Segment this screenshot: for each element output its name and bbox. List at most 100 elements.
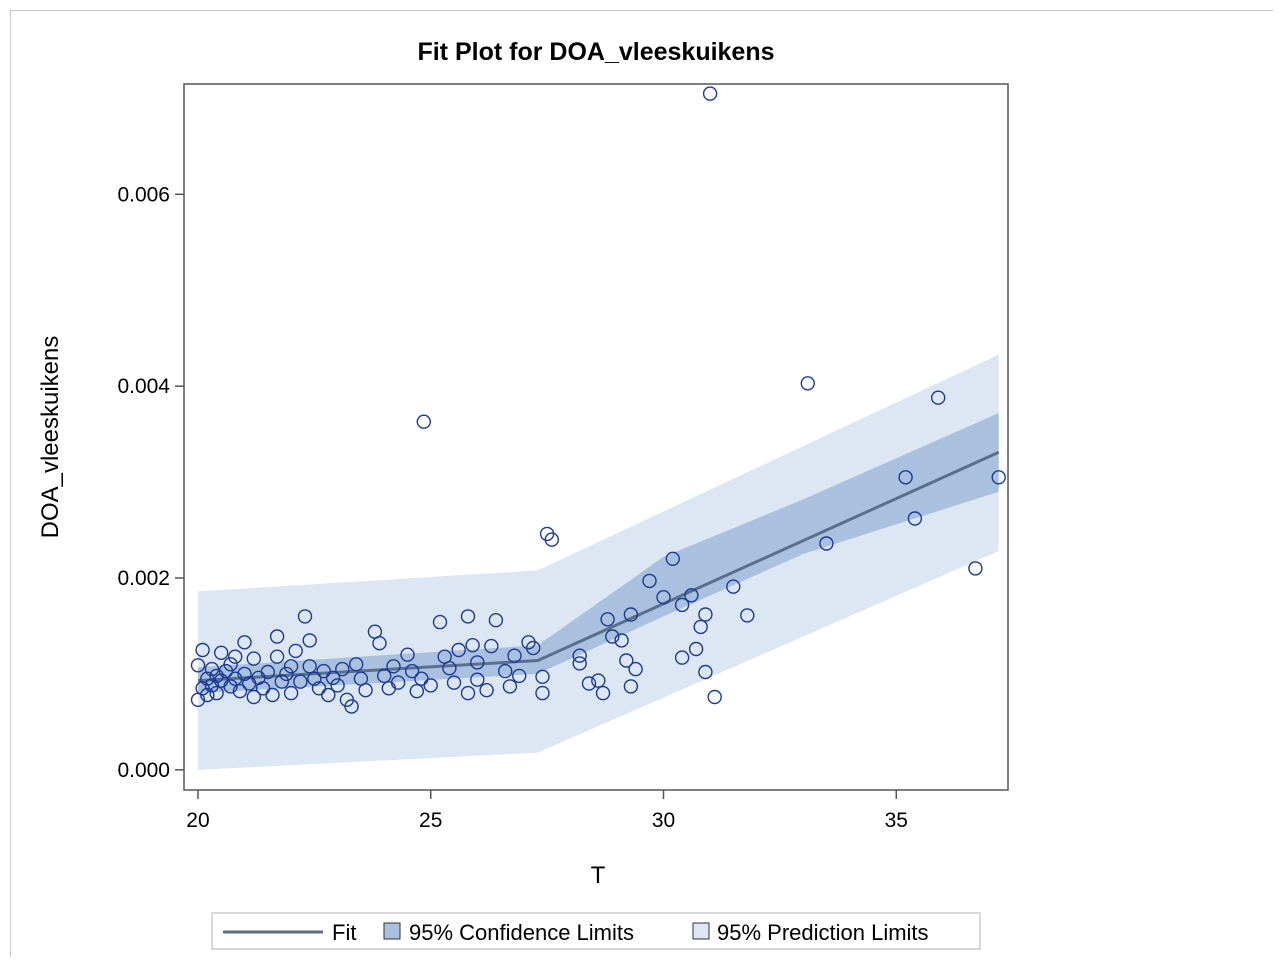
plot-border bbox=[183, 83, 1009, 791]
data-point bbox=[572, 656, 587, 671]
data-point bbox=[479, 683, 494, 698]
data-point bbox=[325, 670, 341, 685]
data-point bbox=[302, 659, 317, 674]
data-point bbox=[246, 651, 262, 666]
data-point bbox=[642, 573, 657, 589]
data-point bbox=[349, 657, 364, 672]
data-point bbox=[460, 685, 476, 701]
data-point bbox=[535, 685, 550, 701]
data-point bbox=[665, 551, 680, 566]
data-point bbox=[209, 668, 224, 684]
data-point bbox=[535, 669, 550, 684]
data-point bbox=[237, 635, 252, 650]
prediction-band bbox=[198, 354, 999, 770]
data-point bbox=[968, 561, 983, 576]
data-point bbox=[465, 638, 480, 653]
data-point bbox=[386, 659, 401, 674]
data-point bbox=[619, 653, 634, 668]
x-axis-label: T bbox=[591, 862, 606, 889]
data-point bbox=[674, 597, 690, 613]
data-point bbox=[311, 681, 327, 696]
data-point bbox=[227, 649, 243, 664]
data-point bbox=[190, 658, 206, 673]
data-point bbox=[907, 511, 923, 526]
data-point bbox=[460, 609, 476, 624]
data-point bbox=[674, 650, 690, 665]
data-point bbox=[991, 470, 1006, 485]
data-point bbox=[283, 659, 299, 674]
data-point bbox=[446, 675, 462, 690]
data-point bbox=[288, 643, 303, 659]
data-point bbox=[344, 699, 359, 714]
data-point bbox=[400, 647, 415, 662]
data-point bbox=[451, 642, 466, 658]
plot-area bbox=[183, 83, 1009, 791]
data-point bbox=[539, 526, 555, 542]
data-point bbox=[423, 678, 438, 693]
data-point bbox=[237, 666, 252, 682]
confidence-band bbox=[198, 413, 999, 694]
data-point bbox=[898, 470, 913, 485]
data-point bbox=[409, 684, 424, 699]
y-tick-label: 0.002 bbox=[117, 567, 170, 590]
data-point bbox=[302, 633, 317, 648]
data-point bbox=[372, 636, 387, 651]
data-point bbox=[321, 687, 336, 703]
data-point bbox=[544, 532, 559, 547]
y-axis-label: DOA_vleeskuikens bbox=[37, 336, 64, 539]
data-point bbox=[223, 657, 238, 672]
data-point bbox=[819, 536, 834, 551]
y-tick-label: 0.000 bbox=[117, 759, 170, 782]
x-tick-label: 30 bbox=[652, 809, 675, 832]
data-point bbox=[255, 681, 271, 696]
data-point bbox=[698, 607, 713, 622]
data-point bbox=[377, 668, 392, 684]
y-axis: 0.000 0.002 0.004 0.006 bbox=[117, 183, 184, 782]
data-point bbox=[390, 675, 406, 690]
data-point bbox=[581, 676, 597, 691]
data-point bbox=[572, 648, 587, 663]
data-point bbox=[265, 687, 280, 703]
data-point bbox=[223, 679, 238, 694]
data-point bbox=[269, 649, 285, 664]
data-point bbox=[591, 673, 606, 688]
data-point bbox=[416, 414, 431, 429]
data-point bbox=[335, 661, 350, 677]
x-tick-label: 20 bbox=[186, 809, 209, 832]
legend-prediction-label: 95% Prediction Limits bbox=[717, 920, 929, 945]
data-point bbox=[507, 648, 522, 663]
data-point bbox=[442, 661, 457, 676]
data-point bbox=[628, 661, 643, 677]
data-point bbox=[656, 590, 671, 605]
data-point bbox=[260, 664, 275, 680]
data-point bbox=[232, 684, 248, 699]
data-point bbox=[684, 588, 699, 603]
data-point bbox=[693, 619, 708, 635]
data-point bbox=[307, 671, 322, 686]
data-point bbox=[200, 687, 215, 703]
data-point bbox=[623, 679, 639, 694]
data-point bbox=[498, 663, 513, 679]
data-point bbox=[274, 674, 289, 689]
data-point bbox=[414, 671, 429, 686]
y-tick-label: 0.006 bbox=[117, 183, 170, 206]
data-point bbox=[595, 685, 611, 701]
data-point bbox=[623, 607, 639, 622]
data-point bbox=[614, 633, 629, 648]
y-tick-label: 0.004 bbox=[117, 375, 170, 398]
data-point bbox=[358, 683, 373, 698]
x-tick-label: 35 bbox=[885, 809, 908, 832]
data-point bbox=[931, 390, 946, 405]
legend-box bbox=[211, 912, 981, 950]
data-point bbox=[283, 685, 299, 701]
data-point bbox=[246, 689, 262, 705]
data-point bbox=[740, 608, 755, 623]
data-point bbox=[269, 629, 285, 644]
data-point bbox=[502, 679, 518, 694]
data-point bbox=[726, 579, 741, 594]
data-point bbox=[707, 689, 722, 705]
data-point bbox=[698, 664, 713, 680]
data-point bbox=[470, 655, 485, 670]
data-point bbox=[605, 629, 620, 644]
